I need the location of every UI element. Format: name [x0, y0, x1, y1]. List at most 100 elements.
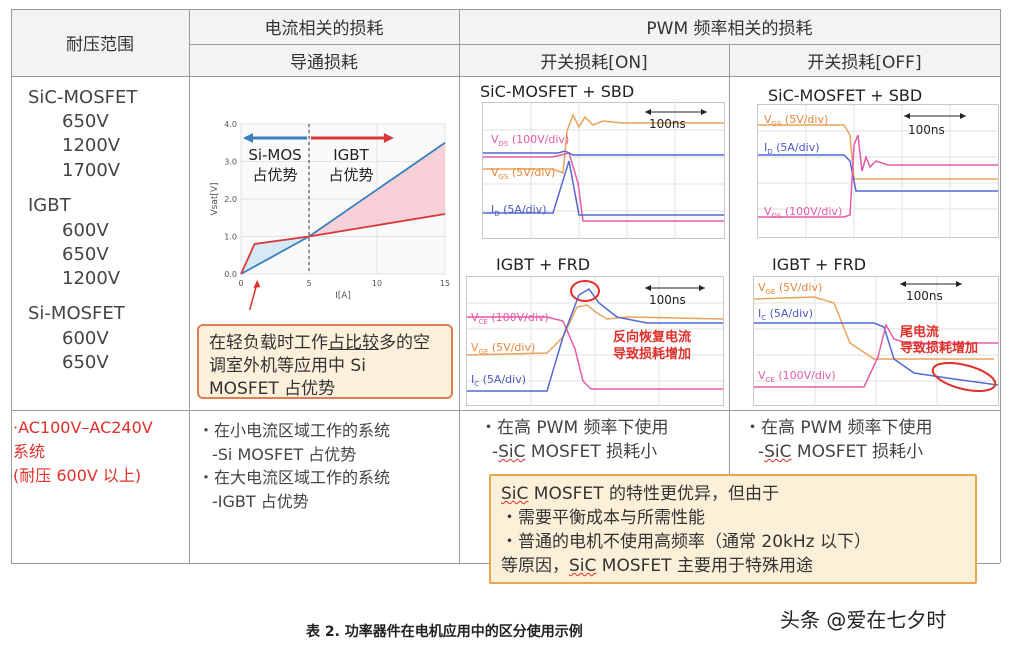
x-tick-label: 15: [440, 279, 450, 288]
scope-off-top-vds: VDS (100V/div): [764, 205, 843, 221]
summary-line-1: SiC MOSFET 的特性更优异，但由于: [501, 484, 779, 504]
time-scale-arrow-icon: [904, 113, 966, 119]
time-scale-arrow-icon: [900, 281, 962, 287]
range-line-3: (耐压 600V 以上): [13, 466, 142, 485]
scope-on-bottom-vge: VGE (5V/div): [471, 341, 536, 357]
range-line-1: ·AC100V–AC240V: [13, 418, 153, 437]
device-igbt-v1: 600V: [62, 220, 109, 241]
header-switch-on-label: 开关损耗[ON]: [540, 52, 648, 73]
light-load-callout: 在轻负载时工作占比较多的空调室外机等应用中 Si MOSFET 占优势: [197, 324, 453, 399]
switch-on-note-2: -SiC MOSFET 损耗小: [492, 442, 658, 462]
scope-off-bottom-vge: VGE (5V/div): [758, 281, 823, 297]
callout-text-3: 多的空调室外机等应用中 Si MOSFET 占优势: [209, 333, 430, 399]
table-caption: 表 2. 功率器件在电机应用中的区分使用示例: [306, 624, 583, 640]
device-si-v1: 600V: [62, 328, 109, 349]
callout-pointer: [248, 281, 259, 310]
scope-off-bottom-ic: IC (5A/div): [758, 307, 813, 323]
igbt-arrow-head: [383, 133, 394, 143]
scope-on-top-title: SiC-MOSFET + SBD: [480, 82, 635, 101]
header-pwm-related-label: PWM 频率相关的损耗: [646, 19, 813, 39]
header-voltage-range: 耐压范围: [11, 9, 189, 76]
header-switch-on: 开关损耗[ON]: [459, 44, 729, 76]
scope-off-top-vgs: VGS (5V/div): [764, 113, 829, 129]
watermark: 头条 @爱在七夕时: [780, 608, 947, 632]
conduction-note-2: -Si MOSFET 占优势: [212, 445, 357, 464]
scope-off-top-title: SiC-MOSFET + SBD: [768, 86, 923, 105]
header-current-related-label: 电流相关的损耗: [264, 19, 384, 39]
vsat-current-chart: 0.0 1.0 2.0 3.0 4.0 0 5 10 15 I[A] Vsat[V] Si-MOS 占优…: [210, 120, 450, 310]
recovery-highlight-icon: [570, 280, 600, 302]
header-current-related: 电流相关的损耗: [189, 9, 459, 44]
summary-line-4: 等原因，SiC MOSFET 主要用于特殊用途: [501, 556, 813, 576]
scope-on-top-traces: [483, 103, 724, 238]
grid-col3: [729, 44, 730, 563]
scope-on-bottom: VCE (100V/div) VGE (5V/div) IC (5A/div) …: [466, 276, 724, 406]
header-switch-off: 开关损耗[OFF]: [729, 44, 1000, 76]
scope-on-bottom-ic: IC (5A/div): [471, 373, 526, 389]
conduction-note-1: ・在小电流区域工作的系统: [198, 421, 391, 440]
conduction-note-3: ・在大电流区域工作的系统: [198, 468, 391, 487]
grid-left: [11, 9, 12, 563]
device-igbt-v3: 1200V: [62, 268, 121, 289]
device-igbt: IGBT: [28, 195, 71, 216]
scope-off-top-traces: [758, 105, 998, 237]
scope-off-note: 尾电流 导致损耗增加: [900, 325, 979, 356]
scope-on-top-vgs: VGS (5V/div): [491, 166, 556, 182]
conduction-note-4: -IGBT 占优势: [212, 492, 309, 511]
scope-off-bottom-vce: VCE (100V/div): [758, 369, 836, 385]
scope-off-bottom-traces: [753, 277, 999, 405]
switch-on-note-1: ・在高 PWM 频率下使用: [480, 418, 669, 438]
grid-header-bottom: [11, 76, 1000, 77]
grid-col1: [189, 9, 190, 563]
scope-on-bottom-traces: [466, 277, 724, 405]
range-line-2: 系统: [13, 442, 46, 461]
device-igbt-v2: 650V: [62, 244, 109, 265]
header-pwm-related: PWM 频率相关的损耗: [459, 9, 1000, 44]
y-tick-label: 3.0: [224, 158, 237, 167]
device-sic-mosfet: SiC-MOSFET: [28, 87, 138, 108]
scope-on-bottom-title: IGBT + FRD: [496, 255, 591, 274]
x-axis-label: I[A]: [335, 291, 351, 301]
scope-on-top: VDS (100V/div) VGS (5V/div) ID (5A/div) …: [482, 102, 725, 239]
scope-off-top-id: ID (5A/div): [764, 141, 820, 157]
grid-row-split: [11, 410, 1000, 411]
scope-on-note: 反向恢复电流 导致损耗增加: [613, 330, 692, 362]
grid-right: [1000, 9, 1001, 563]
scope-on-top-id: ID (5A/div): [491, 203, 547, 219]
y-tick-label: 0.0: [224, 270, 237, 279]
tail-current-highlight-icon: [931, 362, 997, 392]
switch-off-note-2: -SiC MOSFET 损耗小: [758, 442, 924, 462]
x-tick-label: 5: [306, 279, 311, 288]
device-sic-v1: 650V: [62, 111, 109, 132]
x-tick-label: 0: [238, 279, 243, 288]
summary-box: SiC MOSFET 的特性更优异，但由于 ・需要平衡成本与所需性能 ・普通的电…: [489, 474, 977, 584]
scope-off-top: VGS (5V/div) ID (5A/div) VDS (100V/div) …: [757, 104, 999, 238]
device-sic-v2: 1200V: [62, 135, 121, 156]
header-voltage-range-label: 耐压范围: [66, 35, 134, 55]
scope-on-top-vds: VDS (100V/div): [491, 133, 570, 149]
scope-off-bottom-timediv: 100ns: [906, 289, 943, 303]
grid-top: [11, 9, 1000, 10]
switch-off-note-1: ・在高 PWM 频率下使用: [744, 418, 933, 438]
igbt-advantage-label: IGBT: [333, 146, 369, 164]
header-conduction-loss: 导通损耗: [189, 44, 459, 76]
time-scale-arrow-icon: [645, 285, 705, 291]
device-sic-v3: 1700V: [62, 160, 121, 181]
y-tick-label: 4.0: [224, 120, 237, 129]
scope-off-bottom: VGE (5V/div) IC (5A/div) VCE (100V/div) …: [753, 276, 999, 406]
callout-pointer-head: [253, 280, 261, 288]
time-scale-arrow-icon: [645, 109, 707, 115]
mos-advantage-label: 占优势: [252, 166, 297, 184]
summary-line-2: ・需要平衡成本与所需性能: [501, 508, 705, 528]
x-tick-label: 10: [372, 279, 382, 288]
igbt-advantage-label: 占优势: [328, 166, 373, 184]
mos-advantage-label: Si-MOS: [248, 146, 301, 164]
y-tick-label: 1.0: [224, 233, 237, 242]
series-line-1: [240, 213, 446, 275]
header-switch-off-label: 开关损耗[OFF]: [807, 52, 922, 73]
y-axis-label: Vsat[V]: [210, 182, 220, 215]
scope-on-bottom-timediv: 100ns: [649, 293, 686, 307]
scope-off-bottom-title: IGBT + FRD: [772, 255, 867, 274]
scope-on-bottom-vce: VCE (100V/div): [471, 311, 549, 327]
scope-off-top-timediv: 100ns: [908, 123, 945, 137]
